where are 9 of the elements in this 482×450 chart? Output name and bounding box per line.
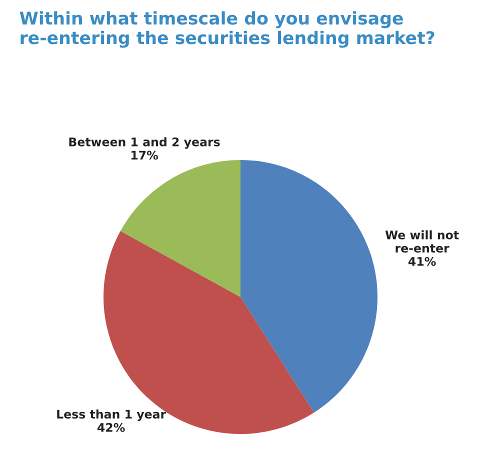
slice-label: We will not re-enter	[385, 230, 459, 253]
data-label: 17%	[131, 150, 158, 160]
data-label: 42%	[97, 422, 125, 432]
slice-label: Between 1 and 2 years	[69, 137, 220, 149]
chart-title: Within what timescale do you envisage re-entering the securities lending market?	[20, 11, 434, 48]
data-label: 41%	[408, 256, 436, 266]
slice-label: Less than 1 year	[57, 409, 166, 421]
pie-slice	[240, 160, 378, 413]
pie-slice	[120, 160, 240, 297]
